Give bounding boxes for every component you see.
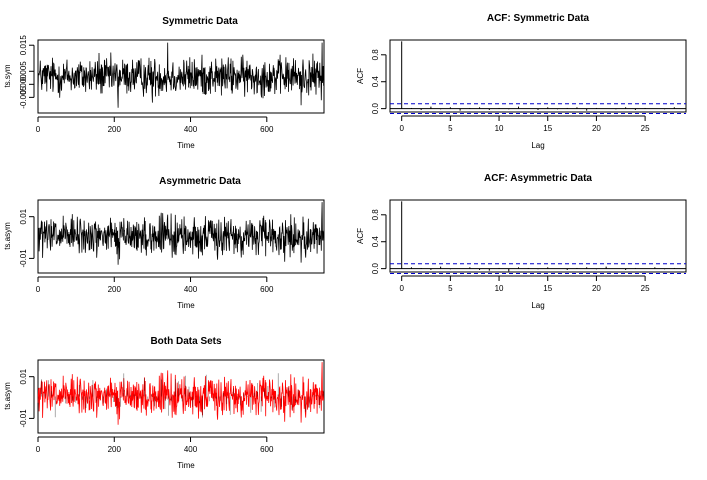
y-tick-label: 0.8 — [371, 209, 380, 221]
x-tick-label: 0 — [399, 284, 404, 293]
series-group — [390, 41, 686, 114]
x-tick-label: 400 — [184, 125, 198, 134]
x-tick-label: 0 — [36, 285, 41, 294]
overlay-series-line — [37, 373, 324, 418]
x-tick-label: 200 — [108, 445, 122, 454]
x-tick-label: 200 — [108, 125, 122, 134]
y-axis-label: ts.asym — [3, 382, 12, 410]
y-tick-label: 0.0 — [371, 103, 380, 115]
x-axis: 0 200 400 600 — [36, 276, 274, 294]
series-group — [37, 202, 324, 265]
x-tick-label: 200 — [108, 285, 122, 294]
x-axis: 0 5 10 15 20 25 — [399, 275, 650, 293]
x-axis: 0 200 400 600 — [36, 116, 274, 134]
y-tick-label: 0.015 — [19, 35, 28, 56]
y-tick-label: -0.005 — [19, 85, 28, 108]
x-axis-label: Time — [177, 461, 195, 470]
x-axis-label: Time — [177, 141, 195, 150]
y-tick-label: 0.000 — [19, 74, 28, 95]
y-tick-label: -0.01 — [19, 249, 28, 268]
chart-title: Both Data Sets — [150, 336, 222, 347]
y-tick-label: 0.4 — [371, 76, 380, 88]
y-tick-label: 0.01 — [19, 208, 28, 224]
y-axis-label: ACF — [356, 228, 365, 244]
x-tick-label: 600 — [260, 285, 274, 294]
y-axis: 0.0 0.4 0.8 — [371, 49, 387, 115]
series-line — [37, 202, 324, 265]
series-line — [37, 42, 324, 108]
y-tick-label: 0.01 — [19, 368, 28, 384]
y-tick-label: 0.0 — [371, 263, 380, 275]
panel-asymmetric-data: Asymmetric Data 0 200 400 600 -0.01 0.01 Tim… — [3, 176, 325, 310]
x-axis: 0 5 10 15 20 25 — [399, 115, 650, 133]
x-tick-label: 400 — [184, 285, 198, 294]
x-tick-label: 20 — [592, 284, 601, 293]
y-axis-label: ts.asym — [3, 222, 12, 250]
x-tick-label: 600 — [260, 125, 274, 134]
x-axis-label: Time — [177, 301, 195, 310]
y-axis-label: ts.sym — [3, 64, 12, 87]
chart-title: ACF: Asymmetric Data — [484, 173, 592, 184]
x-axis-label: Lag — [531, 141, 544, 150]
y-axis-label: ACF — [356, 68, 365, 84]
series-group — [37, 362, 324, 425]
panel-acf-symmetric: ACF: Symmetric Data 0 5 10 15 20 25 0.0 0.4 0.8… — [356, 13, 687, 150]
chart-title: Symmetric Data — [162, 16, 238, 27]
x-tick-label: 10 — [495, 124, 504, 133]
x-tick-label: 0 — [399, 124, 404, 133]
series-line — [37, 362, 324, 425]
y-axis: -0.01 0.01 — [19, 208, 35, 268]
x-tick-label: 5 — [448, 284, 453, 293]
y-axis: 0.0 0.4 0.8 — [371, 209, 387, 275]
x-tick-label: 0 — [36, 125, 41, 134]
x-tick-label: 400 — [184, 445, 198, 454]
y-tick-label: 0.4 — [371, 236, 380, 248]
y-tick-label: 0.005 — [19, 61, 28, 82]
series-group — [37, 42, 324, 108]
plot-frame — [389, 199, 687, 273]
x-tick-label: 25 — [641, 124, 650, 133]
x-tick-label: 5 — [448, 124, 453, 133]
x-tick-label: 15 — [543, 284, 552, 293]
y-axis: -0.01 0.01 — [19, 368, 35, 428]
plot-frame — [389, 39, 687, 113]
panel-symmetric-data: Symmetric Data 0 200 400 600 -0.0050.0000.0… — [3, 16, 325, 150]
y-tick-label: -0.01 — [19, 409, 28, 428]
x-tick-label: 15 — [543, 124, 552, 133]
panel-both-data-sets: Both Data Sets 0 200 400 600 -0.01 0.01 Time… — [3, 336, 325, 470]
panel-acf-asymmetric: ACF: Asymmetric Data 0 5 10 15 20 25 0.00.40.… — [356, 173, 687, 310]
x-tick-label: 10 — [495, 284, 504, 293]
x-axis-label: Lag — [531, 301, 544, 310]
x-tick-label: 25 — [641, 284, 650, 293]
x-tick-label: 0 — [36, 445, 41, 454]
chart-title: ACF: Symmetric Data — [487, 13, 590, 24]
x-axis: 0 200 400 600 — [36, 436, 274, 454]
y-tick-label: 0.8 — [371, 49, 380, 61]
series-group — [390, 201, 686, 274]
x-tick-label: 20 — [592, 124, 601, 133]
chart-title: Asymmetric Data — [159, 176, 241, 187]
x-tick-label: 600 — [260, 445, 274, 454]
